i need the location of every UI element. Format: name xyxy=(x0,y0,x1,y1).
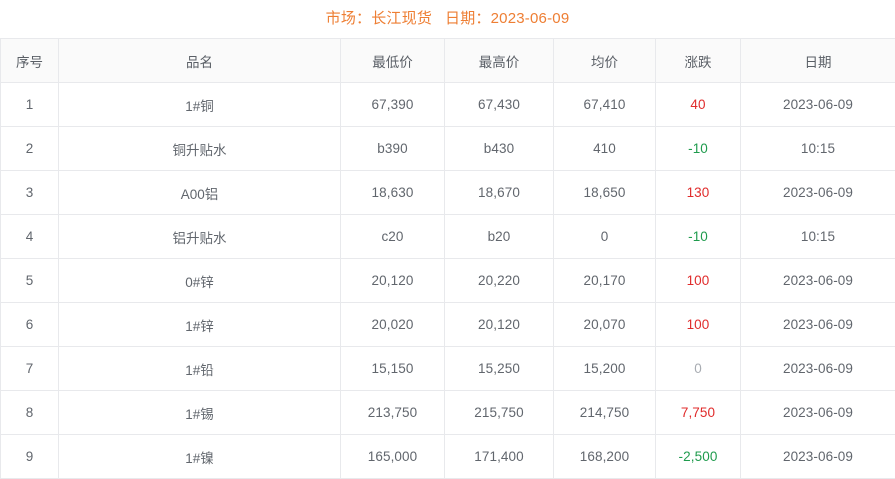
cell-date: 2023-06-09 xyxy=(741,303,895,347)
cell-date: 2023-06-09 xyxy=(741,391,895,435)
cell-index: 2 xyxy=(1,127,59,171)
cell-name: 1#锌 xyxy=(59,303,341,347)
column-header-name[interactable]: 品名 xyxy=(59,39,341,83)
cell-avg: 20,070 xyxy=(554,303,656,347)
cell-low: 20,020 xyxy=(341,303,445,347)
cell-high: 215,750 xyxy=(445,391,554,435)
cell-change: -10 xyxy=(656,215,741,259)
cell-name: 1#铜 xyxy=(59,83,341,127)
cell-date: 2023-06-09 xyxy=(741,259,895,303)
cell-high: 171,400 xyxy=(445,435,554,479)
cell-index: 3 xyxy=(1,171,59,215)
cell-avg: 214,750 xyxy=(554,391,656,435)
cell-low: 20,120 xyxy=(341,259,445,303)
cell-avg: 67,410 xyxy=(554,83,656,127)
cell-high: 20,220 xyxy=(445,259,554,303)
table-header-row: 序号 品名 最低价 最高价 均价 涨跌 日期 xyxy=(1,39,895,83)
cell-avg: 20,170 xyxy=(554,259,656,303)
column-header-high[interactable]: 最高价 xyxy=(445,39,554,83)
cell-date: 2023-06-09 xyxy=(741,171,895,215)
cell-date: 2023-06-09 xyxy=(741,347,895,391)
cell-date: 2023-06-09 xyxy=(741,83,895,127)
cell-index: 5 xyxy=(1,259,59,303)
cell-change: 7,750 xyxy=(656,391,741,435)
cell-low: 18,630 xyxy=(341,171,445,215)
cell-index: 1 xyxy=(1,83,59,127)
cell-change: 130 xyxy=(656,171,741,215)
column-header-avg[interactable]: 均价 xyxy=(554,39,656,83)
column-header-change[interactable]: 涨跌 xyxy=(656,39,741,83)
column-header-date[interactable]: 日期 xyxy=(741,39,895,83)
cell-index: 7 xyxy=(1,347,59,391)
cell-change: 40 xyxy=(656,83,741,127)
cell-low: c20 xyxy=(341,215,445,259)
cell-low: b390 xyxy=(341,127,445,171)
page-title: 市场：长江现货日期：2023-06-09 xyxy=(0,0,895,38)
cell-name: 铜升贴水 xyxy=(59,127,341,171)
cell-high: 20,120 xyxy=(445,303,554,347)
cell-avg: 0 xyxy=(554,215,656,259)
cell-avg: 15,200 xyxy=(554,347,656,391)
market-label: 市场：长江现货 xyxy=(326,10,432,27)
cell-avg: 410 xyxy=(554,127,656,171)
cell-index: 8 xyxy=(1,391,59,435)
cell-high: b20 xyxy=(445,215,554,259)
cell-name: 0#锌 xyxy=(59,259,341,303)
cell-change: -2,500 xyxy=(656,435,741,479)
table-header: 序号 品名 最低价 最高价 均价 涨跌 日期 xyxy=(1,39,895,83)
cell-name: 铝升贴水 xyxy=(59,215,341,259)
cell-date: 2023-06-09 xyxy=(741,435,895,479)
cell-low: 165,000 xyxy=(341,435,445,479)
cell-date: 10:15 xyxy=(741,215,895,259)
cell-avg: 18,650 xyxy=(554,171,656,215)
cell-low: 15,150 xyxy=(341,347,445,391)
cell-index: 4 xyxy=(1,215,59,259)
cell-change: -10 xyxy=(656,127,741,171)
cell-avg: 168,200 xyxy=(554,435,656,479)
cell-index: 6 xyxy=(1,303,59,347)
cell-name: 1#镍 xyxy=(59,435,341,479)
column-header-index[interactable]: 序号 xyxy=(1,39,59,83)
cell-name: 1#锡 xyxy=(59,391,341,435)
column-header-low[interactable]: 最低价 xyxy=(341,39,445,83)
cell-high: 18,670 xyxy=(445,171,554,215)
cell-change: 100 xyxy=(656,259,741,303)
cell-name: A00铝 xyxy=(59,171,341,215)
cell-low: 67,390 xyxy=(341,83,445,127)
date-label: 日期：2023-06-09 xyxy=(445,10,569,27)
cell-change: 100 xyxy=(656,303,741,347)
cell-name: 1#铅 xyxy=(59,347,341,391)
cell-high: 67,430 xyxy=(445,83,554,127)
cell-change: 0 xyxy=(656,347,741,391)
cell-high: b430 xyxy=(445,127,554,171)
cell-high: 15,250 xyxy=(445,347,554,391)
cell-index: 9 xyxy=(1,435,59,479)
cell-low: 213,750 xyxy=(341,391,445,435)
cell-date: 10:15 xyxy=(741,127,895,171)
